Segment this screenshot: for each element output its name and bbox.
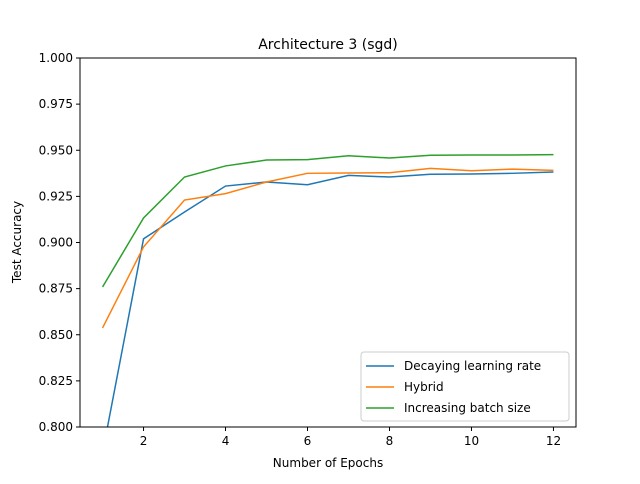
- legend-label: Decaying learning rate: [404, 359, 541, 373]
- x-axis-label: Number of Epochs: [273, 456, 383, 470]
- plot-frame: [79, 57, 577, 428]
- y-axis-label: Test Accuracy: [10, 201, 24, 284]
- series-line-0: [106, 171, 554, 427]
- y-tick-label: 0.850: [39, 328, 73, 342]
- chart-title: Architecture 3 (sgd): [258, 37, 398, 53]
- x-tick-label: 6: [304, 434, 312, 448]
- legend-label: Increasing batch size: [404, 401, 531, 415]
- legend-label: Hybrid: [404, 380, 444, 394]
- y-tick-label: 0.950: [39, 143, 73, 157]
- series-line-1: [101, 167, 554, 329]
- y-tick-label: 0.925: [39, 189, 73, 203]
- x-tick-label: 2: [140, 434, 148, 448]
- legend: Decaying learning rate Hybrid Increasing b…: [360, 351, 570, 422]
- y-tick-label: 0.800: [39, 420, 73, 434]
- y-tick-label: 0.825: [39, 374, 73, 388]
- y-tick-label: 1.000: [39, 51, 73, 65]
- y-tick-label: 0.875: [39, 282, 73, 296]
- x-tick-label: 10: [464, 434, 479, 448]
- y-tick-label: 0.975: [39, 97, 73, 111]
- series-line-2: [101, 153, 554, 288]
- x-tick-label: 12: [546, 434, 561, 448]
- x-tick-label: 4: [222, 434, 230, 448]
- legend-box: [360, 351, 570, 422]
- y-tick-label: 0.900: [39, 236, 73, 250]
- x-tick-label: 8: [386, 434, 394, 448]
